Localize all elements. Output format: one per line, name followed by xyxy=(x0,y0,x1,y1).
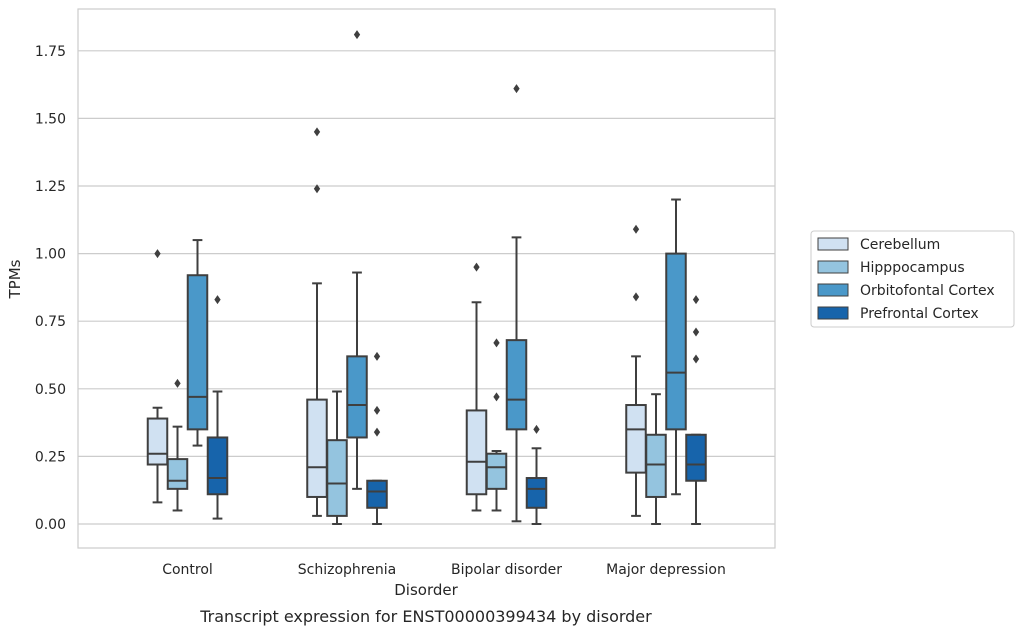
box xyxy=(166,378,189,512)
box-iqr xyxy=(465,409,488,496)
legend-swatch xyxy=(817,306,849,320)
series-prefrontal-cortex xyxy=(206,295,707,525)
box-iqr xyxy=(665,252,687,431)
box-iqr xyxy=(645,433,667,498)
box-iqr xyxy=(346,355,368,439)
box-iqr xyxy=(206,436,229,496)
box-iqr xyxy=(166,458,189,490)
legend-entry: Cerebellum xyxy=(817,237,940,253)
box xyxy=(146,249,169,504)
legend: Cerebellum Hipppocampus Orbitofontal Corte… xyxy=(810,230,1015,328)
box-iqr xyxy=(505,339,528,431)
outlier-point xyxy=(692,354,700,364)
outlier-point xyxy=(692,327,700,337)
y-tick-label: 1.75 xyxy=(35,44,66,60)
box xyxy=(465,262,488,512)
box xyxy=(665,198,687,496)
outlier-point xyxy=(692,295,700,305)
box-iqr xyxy=(306,398,328,498)
box xyxy=(306,127,328,517)
legend-label: Hipppocampus xyxy=(860,260,965,276)
legend-label: Prefrontal Cortex xyxy=(860,306,979,322)
y-tick-label: 0.50 xyxy=(35,382,66,398)
outlier-point xyxy=(493,392,500,402)
outlier-point xyxy=(353,30,361,40)
box xyxy=(525,424,548,525)
outlier-point xyxy=(493,338,500,348)
outlier-point xyxy=(373,351,381,361)
box xyxy=(485,338,508,512)
series-hipppocampus xyxy=(166,338,667,525)
legend-swatch xyxy=(817,237,849,251)
y-tick-label: 1.50 xyxy=(35,111,66,127)
box-iqr xyxy=(685,433,707,482)
box xyxy=(366,351,388,525)
outlier-point xyxy=(154,249,161,259)
outlier-point xyxy=(533,424,540,434)
legend-label: Cerebellum xyxy=(860,237,940,253)
box xyxy=(505,84,528,523)
outlier-point xyxy=(214,295,221,305)
x-tick-label: Bipolar disorder xyxy=(451,562,562,578)
box xyxy=(645,393,667,525)
chart-caption: Transcript expression for ENST0000039943… xyxy=(199,607,652,626)
y-tick-label: 0.00 xyxy=(35,517,66,533)
y-axis-label: TPMs xyxy=(6,259,24,299)
legend-frame xyxy=(810,230,1015,328)
box-series xyxy=(146,30,707,525)
legend-entry: Hipppocampus xyxy=(817,260,965,276)
series-cerebellum xyxy=(146,127,647,517)
outlier-point xyxy=(632,292,640,302)
box xyxy=(685,295,707,525)
outlier-point xyxy=(313,184,321,194)
x-tick-labels: Control Schizophrenia Bipolar disorder Majo… xyxy=(162,562,726,578)
box-iqr xyxy=(625,404,647,474)
box xyxy=(346,30,368,490)
legend-entry: Orbitofontal Cortex xyxy=(817,283,995,299)
plot-frame xyxy=(77,8,776,549)
box xyxy=(625,224,647,517)
box-iqr xyxy=(485,452,508,490)
outlier-point xyxy=(313,127,321,137)
y-tick-label: 0.75 xyxy=(35,314,66,330)
x-tick-label: Major depression xyxy=(606,562,726,578)
outlier-point xyxy=(513,84,520,94)
series-orbitofontal-cortex xyxy=(186,30,687,523)
outlier-point xyxy=(174,378,181,388)
outlier-point xyxy=(373,427,381,437)
outlier-point xyxy=(473,262,480,272)
y-tick-label: 1.25 xyxy=(35,179,66,195)
box-iqr xyxy=(366,479,388,509)
y-tick-labels: 0.00 0.25 0.50 0.75 1.00 1.25 1.50 1.75 xyxy=(35,44,66,533)
outlier-point xyxy=(373,405,381,415)
y-tick-label: 0.25 xyxy=(35,449,66,465)
x-axis-label: Disorder xyxy=(394,581,458,599)
box xyxy=(206,295,229,520)
box xyxy=(186,239,209,447)
y-tick-label: 1.00 xyxy=(35,247,66,263)
legend-label: Orbitofontal Cortex xyxy=(860,283,995,299)
box-iqr xyxy=(525,477,548,509)
legend-entry: Prefrontal Cortex xyxy=(817,306,979,322)
x-tick-label: Schizophrenia xyxy=(298,562,396,578)
box-iqr xyxy=(326,439,348,517)
box-iqr xyxy=(186,274,209,431)
legend-swatch xyxy=(817,260,849,274)
box-iqr xyxy=(146,417,169,466)
box xyxy=(326,390,348,525)
x-tick-label: Control xyxy=(162,562,213,578)
legend-swatch xyxy=(817,283,849,297)
outlier-point xyxy=(632,224,640,234)
